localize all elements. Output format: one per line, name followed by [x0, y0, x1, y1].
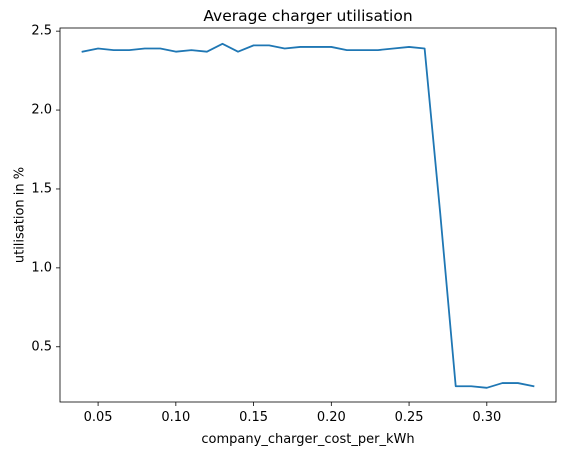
x-tick-label: 0.10 [161, 410, 190, 425]
y-axis-ticks: 0.5 1.0 1.5 2.0 2.5 [31, 24, 60, 354]
chart-title: Average charger utilisation [203, 7, 412, 25]
x-tick-label: 0.30 [472, 410, 501, 425]
x-tick-label: 0.20 [317, 410, 346, 425]
y-tick-label: 0.5 [31, 339, 52, 354]
y-tick-label: 1.5 [31, 181, 52, 196]
y-axis-label: utilisation in % [13, 167, 28, 263]
x-axis-label: company_charger_cost_per_kWh [201, 432, 414, 447]
plot-area [81, 42, 535, 389]
y-tick-label: 2.0 [31, 103, 52, 118]
x-tick-label: 0.05 [84, 410, 113, 425]
x-tick-label: 0.25 [395, 410, 424, 425]
series-line [81, 42, 535, 389]
axes-frame [59, 27, 557, 403]
y-tick-label: 1.0 [31, 260, 52, 275]
x-axis-ticks: 0.05 0.10 0.15 0.20 0.25 0.30 [84, 402, 501, 425]
y-tick-label: 2.5 [31, 24, 52, 39]
x-tick-label: 0.15 [239, 410, 268, 425]
